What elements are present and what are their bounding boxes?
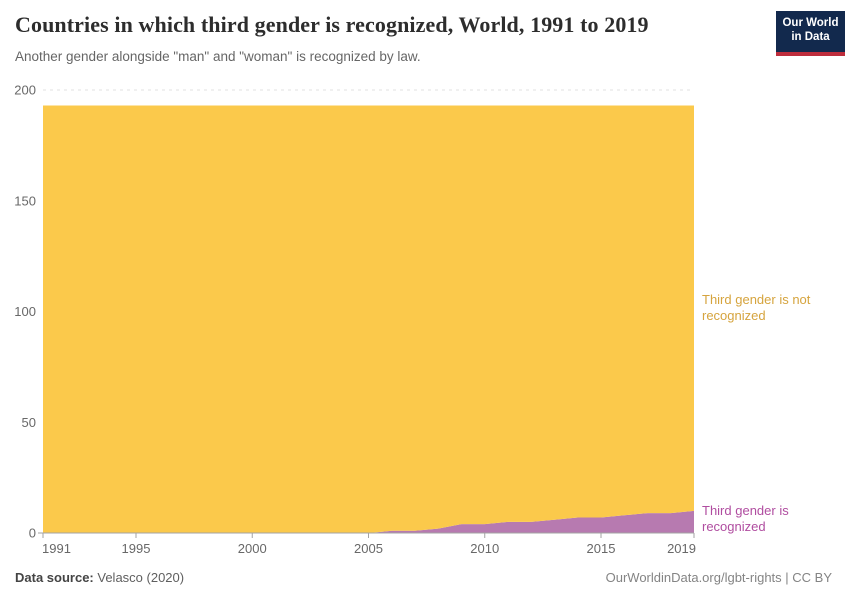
svg-text:2010: 2010 bbox=[470, 541, 499, 556]
svg-text:50: 50 bbox=[22, 415, 36, 430]
owid-logo: Our World in Data bbox=[776, 11, 845, 56]
svg-text:0: 0 bbox=[29, 526, 36, 541]
svg-text:150: 150 bbox=[14, 193, 36, 208]
data-source-value: Velasco (2020) bbox=[97, 570, 185, 585]
svg-text:100: 100 bbox=[14, 304, 36, 319]
series-label-not-recognized: Third gender is not recognized bbox=[702, 292, 811, 323]
series-label-recognized: Third gender is recognized bbox=[702, 503, 789, 534]
svg-text:200: 200 bbox=[14, 83, 36, 98]
owid-logo-line1: Our World bbox=[782, 17, 839, 29]
svg-text:2005: 2005 bbox=[354, 541, 383, 556]
data-source-label: Data source: bbox=[15, 570, 94, 585]
chart-subtitle: Another gender alongside "man" and "woma… bbox=[15, 49, 421, 64]
chart-title: Countries in which third gender is recog… bbox=[15, 12, 649, 37]
data-source: Data source: Velasco (2020) bbox=[15, 570, 184, 585]
svg-text:1991: 1991 bbox=[42, 541, 71, 556]
svg-text:1995: 1995 bbox=[122, 541, 151, 556]
credit-link[interactable]: OurWorldinData.org/lgbt-rights | CC BY bbox=[605, 570, 832, 585]
svg-text:2015: 2015 bbox=[587, 541, 616, 556]
svg-text:2000: 2000 bbox=[238, 541, 267, 556]
svg-text:2019: 2019 bbox=[667, 541, 696, 556]
owid-logo-line2: in Data bbox=[791, 31, 830, 43]
